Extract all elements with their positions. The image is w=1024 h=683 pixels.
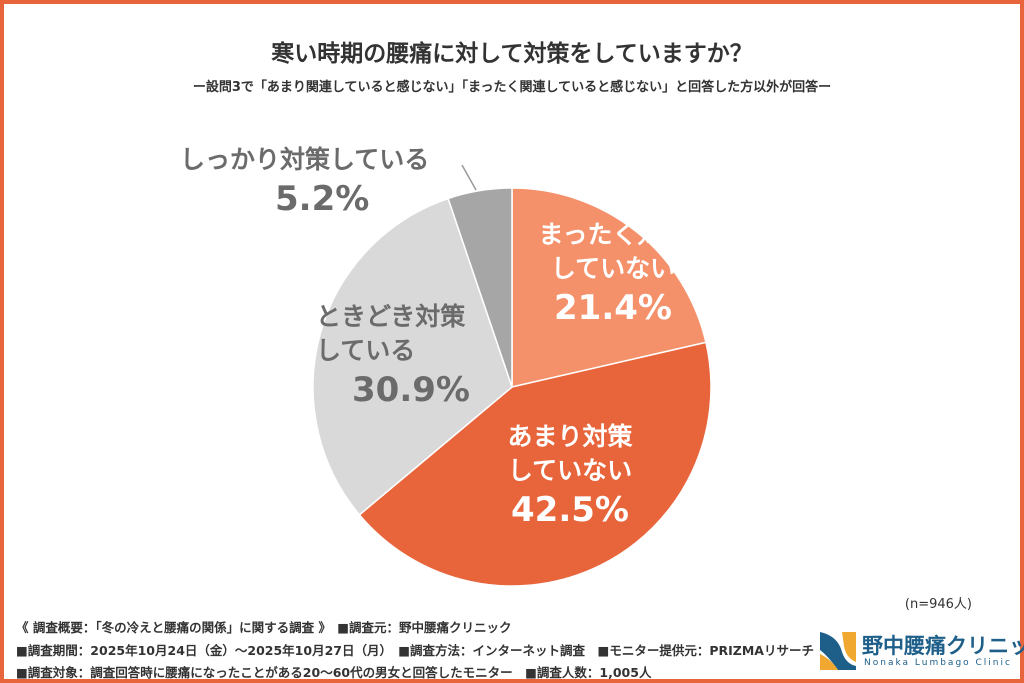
pie-slice-2 [312,197,513,516]
label-line: ときどき対策 [316,302,466,331]
label-line: していない [550,253,676,283]
logo-en: Nonaka Lumbago Clinic [864,658,1012,668]
label-line: まったく対策 [538,220,688,249]
pie-slice-1 [358,341,712,587]
leader-line [461,164,477,191]
footer-line-2: ■調査期間：2025年10月24日（金）～2025年10月27日（月） ■調査方… [16,643,814,658]
value-label: 5.2% [275,178,370,219]
slice-label-0: まったく対策 していない 21.4% [518,218,708,331]
label-line: しっかり対策している [180,145,430,174]
slice-label-2: ときどき対策 している 30.9% [316,300,506,413]
slice-label-1: あまり対策 していない 42.5% [470,420,670,533]
footer-line-3: ■調査対象：調査回答時に腰痛になったことがある20～60代の男女と回答したモニタ… [16,665,652,680]
slice-label-3: しっかり対策している 5.2% [180,143,450,223]
logo-name: 野中腰痛クリニック [862,634,1024,658]
value-label: 30.9% [352,369,470,410]
logo-mark-icon [820,632,856,670]
label-line: あまり対策 [507,422,633,451]
footer-line-1: 《 調査概要：「冬の冷えと腰痛の関係」に関する調査 》 ■調査元：野中腰痛クリニ… [16,620,512,635]
pie-slice-3 [447,187,513,388]
chart-title: 寒い時期の腰痛に対して対策をしていますか？ [271,41,753,67]
pie-slice-0 [511,187,707,388]
value-label: 42.5% [511,489,629,530]
label-line: している [316,335,416,365]
clinic-logo: 野中腰痛クリニック Nonaka Lumbago Clinic [818,628,1024,672]
chart-subtitle: ー設問3で「あまり関連していると感じない」「まったく関連していると感じない」と回… [192,80,832,95]
value-label: 21.4% [554,287,672,328]
sample-size: (n=946人) [904,597,972,612]
label-line: していない [507,455,633,485]
